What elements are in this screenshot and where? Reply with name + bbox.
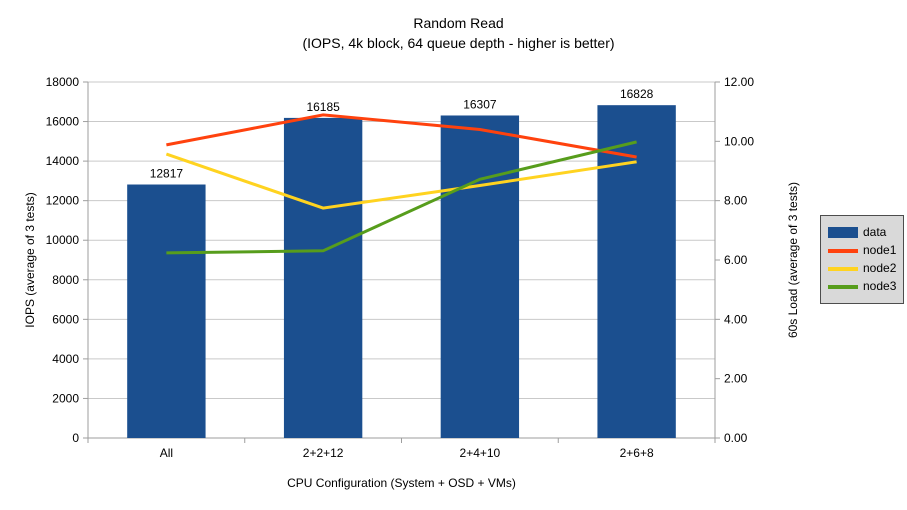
left-axis-tick-label: 16000 [46,115,80,129]
bar [597,105,676,438]
bar-value-label: 16828 [620,87,654,101]
right-axis-tick-label: 10.00 [724,134,754,148]
left-axis-title: IOPS (average of 3 tests) [23,192,37,328]
right-axis-title: 60s Load (average of 3 tests) [786,181,800,339]
left-axis-tick-label: 14000 [46,154,80,168]
bar-value-label: 16307 [463,97,497,111]
chart-title-block: Random Read (IOPS, 4k block, 64 queue de… [5,13,907,53]
line-node1 [166,113,637,159]
legend-item-node2: node2 [828,260,897,277]
right-axis-tick-label: 4.00 [724,312,748,326]
line-node3 [166,140,637,255]
left-axis-tick-label: 4000 [52,352,79,366]
left-axis-tick-label: 12000 [46,194,80,208]
left-axis-tick-label: 10000 [46,233,80,247]
x-category-label: 2+4+10 [460,446,501,460]
legend-item-node1: node1 [828,242,897,259]
legend-label: node1 [863,243,897,257]
right-axis-tick-label: 6.00 [724,253,748,267]
legend: data node1 node2 node3 [820,215,904,304]
chart-subtitle: (IOPS, 4k block, 64 queue depth - higher… [302,35,615,51]
right-axis-tick-label: 0.00 [724,431,748,445]
bar [283,117,363,438]
bar-value-label: 12817 [150,167,184,181]
legend-item-data: data [828,224,897,241]
bar [127,184,206,438]
bar-value-label: 16185 [306,100,340,114]
line-node2 [165,152,637,210]
bar-swatch-icon [828,227,858,238]
legend-label: node3 [863,279,897,293]
left-axis-tick-label: 6000 [52,312,79,326]
legend-item-node3: node3 [828,278,897,295]
x-category-label: 2+6+8 [620,446,654,460]
chart-title: Random Read [413,15,504,31]
right-axis-tick-label: 2.00 [724,372,748,386]
left-axis-tick-label: 0 [72,431,79,445]
left-axis-tick-label: 18000 [46,75,80,89]
line-swatch-icon [828,266,858,271]
x-category-label: All [160,446,173,460]
legend-label: data [863,225,887,239]
bar [440,115,520,439]
right-axis-tick-label: 8.00 [724,194,748,208]
right-axis-tick-label: 12.00 [724,75,754,89]
line-swatch-icon [828,284,858,289]
left-axis-tick-label: 2000 [52,391,79,405]
legend-label: node2 [863,261,897,275]
x-axis-title: CPU Configuration (System + OSD + VMs) [287,476,516,490]
x-category-label: 2+2+12 [303,446,344,460]
line-swatch-icon [828,248,858,253]
left-axis-tick-label: 8000 [52,273,79,287]
